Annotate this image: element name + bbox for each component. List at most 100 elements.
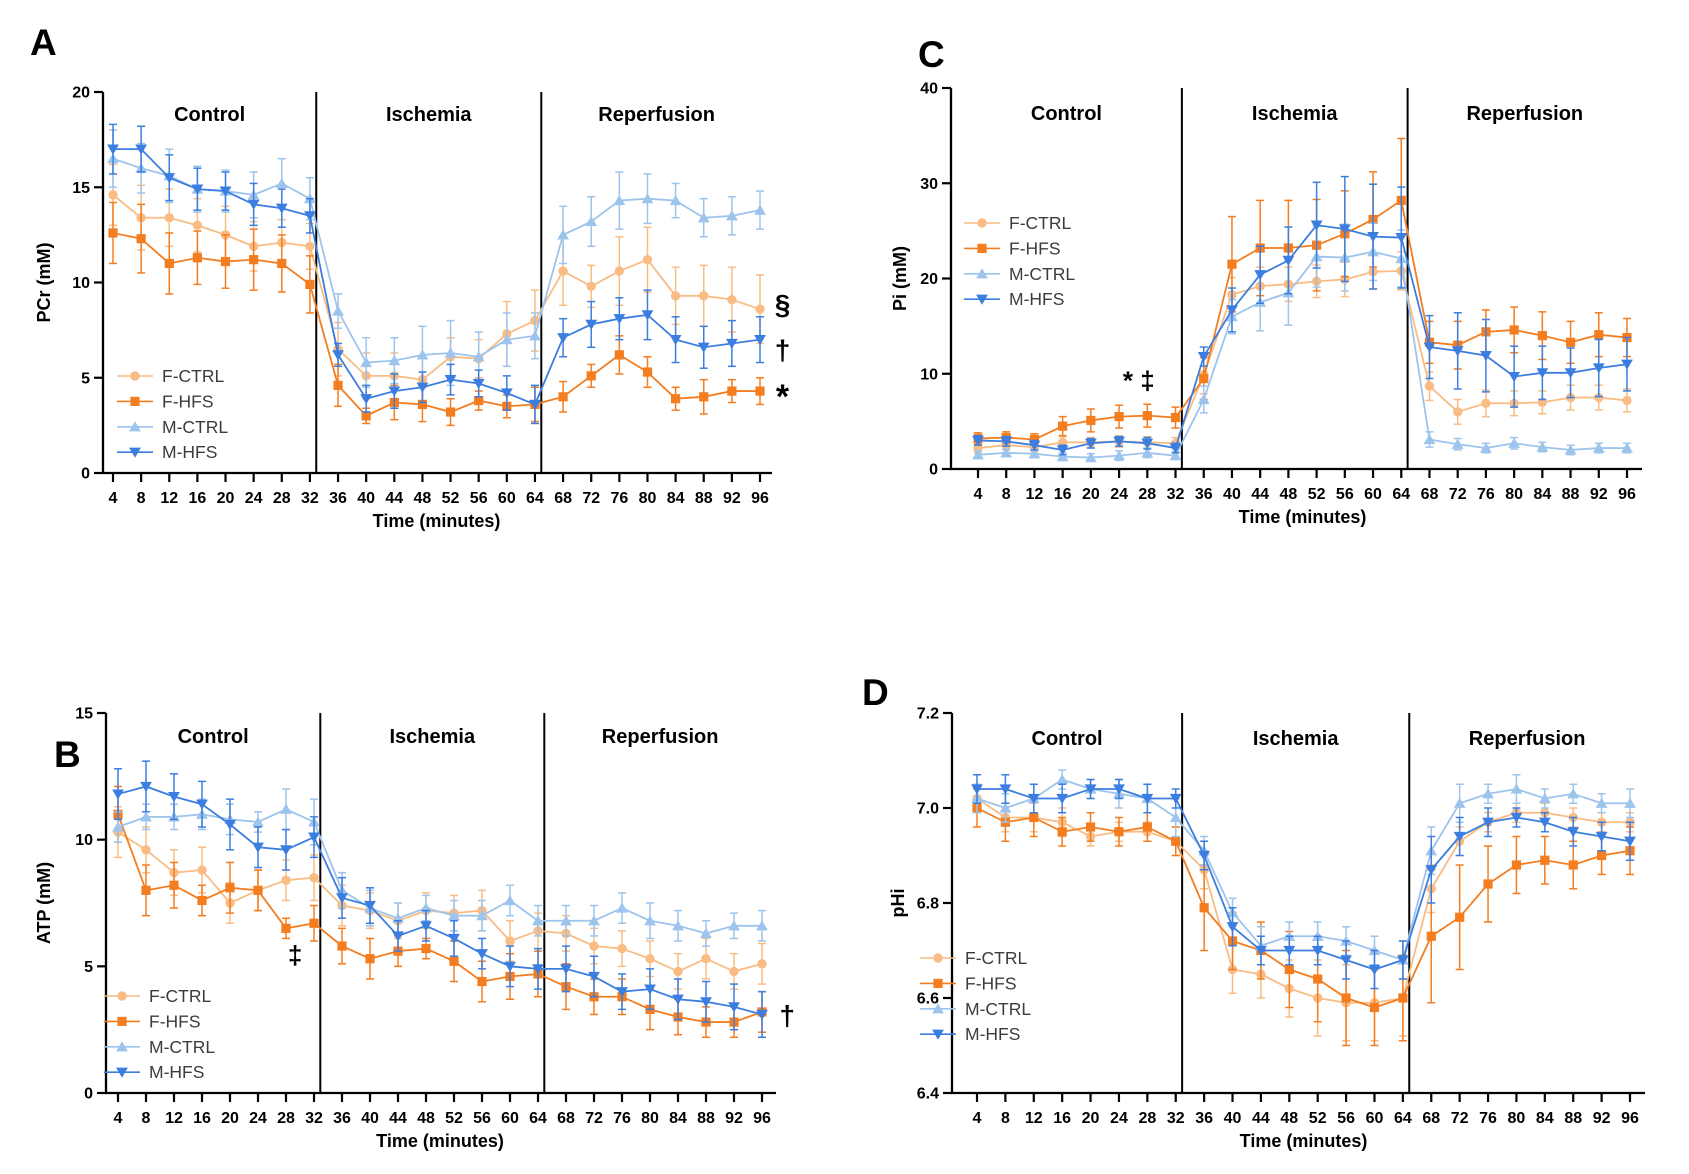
square-marker [1568,860,1578,870]
triangle-down-marker [1226,922,1239,933]
x-tick-label: 72 [1451,1110,1469,1127]
triangle-up-marker [672,920,684,931]
triangle-up-marker [1028,448,1041,459]
triangle-down-marker [196,799,208,810]
square-marker [445,407,456,417]
triangle-down-marker [392,931,404,942]
triangle-down-marker [364,900,376,912]
y-axis-title: Pi (mM) [890,246,910,311]
triangle-up-marker [1084,451,1097,463]
square-marker [220,256,231,267]
x-tick-label: 60 [501,1110,519,1127]
triangle-down-marker [476,949,488,960]
x-tick-label: 80 [1508,1110,1526,1127]
triangle-down-marker [1113,784,1125,795]
triangle-up-marker [1480,442,1492,453]
y-tick-label: 5 [81,370,90,387]
x-tick-label: 96 [751,490,769,507]
triangle-down-marker [219,186,232,197]
circle-marker [642,254,653,265]
triangle-up-marker [754,204,766,215]
triangle-up-marker [728,920,740,931]
circle-marker [933,953,943,963]
triangle-up-marker [416,349,429,360]
triangle-up-marker [129,421,141,432]
x-tick-label: 64 [1392,486,1410,503]
circle-marker [309,872,319,883]
square-marker [1114,827,1124,837]
x-tick-label: 68 [1421,486,1439,503]
triangle-up-marker [613,194,626,206]
triangle-down-marker [976,294,988,305]
square-marker [136,234,146,244]
triangle-down-marker [669,335,682,346]
series-f-ctrl [972,783,1635,1042]
y-tick-label: 6.8 [917,896,939,913]
x-tick-label: 88 [1562,486,1580,503]
triangle-down-marker [1624,836,1636,847]
triangle-down-marker [1282,255,1295,267]
triangle-down-marker [336,893,348,904]
triangle-up-marker [116,1041,128,1052]
triangle-up-marker [700,927,712,938]
triangle-down-marker [1028,440,1041,451]
circle-marker [701,954,711,964]
x-tick-label: 20 [217,490,235,507]
series-line [112,194,761,381]
triangle-down-marker [1000,436,1013,447]
triangle-up-marker [1169,811,1182,823]
square-marker [1597,850,1607,861]
x-tick-label: 16 [1053,1110,1071,1127]
triangle-down-marker [140,781,152,793]
triangle-down-marker [420,921,432,932]
square-marker [474,396,484,406]
square-marker [727,386,737,396]
square-marker [281,923,291,933]
square-marker [477,976,487,987]
circle-marker [589,941,599,951]
circle-marker [505,936,515,946]
triangle-up-marker [476,910,488,921]
triangle-down-marker [280,845,292,856]
x-tick-label: 48 [417,1110,435,1127]
triangle-up-marker [932,1003,944,1014]
series-line [977,788,1631,971]
square-marker [1199,903,1209,913]
x-tick-label: 92 [1593,1110,1611,1127]
series-line [976,778,1630,962]
square-marker [699,392,709,402]
legend-label: M-HFS [162,442,217,462]
triangle-down-marker [1056,793,1069,805]
square-marker [755,386,765,396]
triangle-down-marker [1592,363,1605,374]
x-tick-label: 96 [1618,486,1636,503]
triangle-down-marker [500,388,513,399]
circle-marker [1452,407,1463,417]
x-tick-label: 60 [498,490,516,507]
y-tick-label: 0 [929,462,938,479]
x-tick-label: 16 [193,1110,211,1127]
triangle-up-marker [532,915,544,926]
x-tick-label: 52 [1309,1110,1327,1127]
triangle-up-marker [999,802,1012,813]
x-tick-label: 72 [1449,486,1467,503]
y-axis-title: pHi [888,889,908,918]
circle-marker [1594,392,1604,403]
square-marker [1170,412,1181,423]
y-tick-label: 20 [72,85,90,102]
x-tick-label: 96 [1621,1110,1639,1127]
triangle-up-marker [529,330,541,341]
series-m-hfs [112,760,768,1039]
phase-label: Ischemia [389,726,475,748]
triangle-up-marker [1000,447,1013,458]
triangle-up-marker [252,816,264,827]
triangle-down-marker [1255,945,1267,957]
circle-marker [1424,381,1435,391]
x-tick-label: 88 [695,490,713,507]
phase-label: Control [1032,728,1103,750]
x-tick-label: 32 [1167,1110,1185,1127]
triangle-down-marker [1283,945,1296,957]
x-tick-label: 32 [305,1110,323,1127]
phase-label: Reperfusion [598,104,715,126]
triangle-up-marker [1056,773,1069,785]
